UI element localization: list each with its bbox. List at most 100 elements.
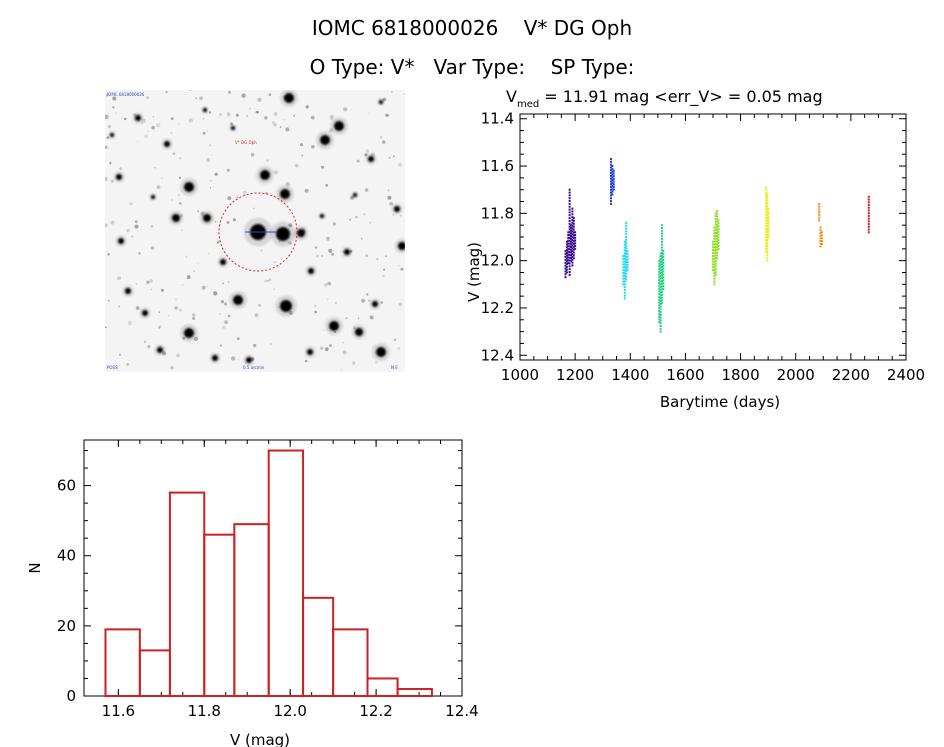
noise-speck (119, 353, 121, 356)
data-point (568, 194, 571, 197)
data-point (623, 263, 626, 266)
noise-speck (202, 117, 205, 120)
data-point (714, 234, 717, 237)
star (276, 227, 290, 241)
data-point (820, 234, 823, 237)
data-point (622, 263, 625, 266)
data-point (660, 246, 663, 249)
noise-speck (149, 279, 153, 283)
data-point (714, 229, 717, 232)
noise-speck (314, 310, 318, 314)
data-point (609, 191, 612, 194)
data-point (818, 202, 821, 205)
y-tick-label: 11.6 (481, 157, 514, 175)
data-point (867, 206, 870, 209)
data-point (622, 257, 625, 260)
light-curve-y-label: V (mag) (465, 242, 483, 302)
noise-speck (211, 154, 213, 156)
data-point (867, 220, 870, 223)
noise-speck (174, 306, 178, 310)
data-point (623, 257, 626, 260)
noise-speck (185, 255, 188, 258)
data-point (714, 251, 717, 254)
data-point (713, 252, 716, 255)
histogram-y-label: N (26, 562, 44, 573)
data-point (572, 240, 575, 243)
noise-speck (325, 184, 328, 187)
noise-speck (273, 123, 277, 127)
data-point (658, 321, 661, 324)
star (260, 170, 270, 180)
chart-title-line2: O Type: V* Var Type: SP Type: (309, 55, 635, 79)
data-point (626, 250, 629, 253)
noise-speck (361, 298, 366, 303)
data-point (570, 256, 573, 259)
star (220, 259, 226, 265)
noise-speck (158, 311, 161, 313)
data-point (568, 259, 571, 262)
data-point (564, 267, 567, 270)
data-point (568, 231, 571, 234)
data-point (570, 248, 573, 251)
data-point (765, 239, 768, 242)
noise-speck (179, 157, 182, 160)
noise-speck (188, 118, 193, 123)
data-point (659, 319, 662, 322)
noise-speck (283, 119, 286, 121)
noise-speck (178, 202, 182, 205)
data-point (662, 270, 665, 273)
noise-speck (329, 344, 332, 348)
data-point (713, 260, 716, 263)
data-point (572, 248, 575, 251)
light-curve-title-subscript: med (517, 99, 539, 110)
data-point (625, 255, 628, 258)
star (203, 214, 211, 222)
data-point (622, 269, 625, 272)
data-point (713, 283, 716, 286)
star-sources (108, 90, 405, 366)
noise-speck (355, 215, 358, 219)
data-point (626, 258, 629, 261)
data-point (658, 273, 661, 276)
star (320, 135, 330, 145)
x-tick-label: 12.4 (445, 702, 478, 720)
noise-speck (177, 193, 180, 196)
data-point (572, 245, 575, 248)
data-point (659, 274, 662, 277)
data-point (660, 265, 663, 268)
data-point (765, 200, 768, 203)
noise-speck (324, 283, 328, 287)
data-point (609, 202, 612, 205)
noise-speck (152, 116, 155, 118)
target-aperture-circle (218, 192, 298, 272)
data-point (660, 302, 663, 305)
data-point (714, 240, 717, 243)
noise-speck (304, 188, 309, 193)
data-point (660, 293, 663, 296)
data-point (714, 265, 717, 268)
noise-speck (158, 327, 161, 329)
data-point (659, 299, 662, 302)
data-point (574, 247, 577, 250)
data-point (572, 222, 575, 225)
noise-speck (320, 346, 324, 350)
data-point (714, 254, 717, 257)
data-point (716, 240, 719, 243)
data-point (765, 227, 768, 230)
data-point (571, 233, 574, 236)
noise-speck (369, 315, 374, 320)
star (233, 295, 243, 305)
noise-speck (328, 248, 333, 253)
noise-speck (186, 275, 191, 280)
data-point (571, 258, 574, 261)
data-point (568, 239, 571, 242)
noise-speck (129, 202, 133, 206)
data-point (660, 224, 663, 227)
data-point (714, 212, 717, 215)
noise-speck (197, 210, 199, 213)
noise-speck (327, 298, 329, 301)
data-point (568, 217, 571, 220)
x-tick-label: 1200 (556, 366, 594, 384)
data-point (662, 261, 665, 264)
data-point (622, 266, 625, 269)
